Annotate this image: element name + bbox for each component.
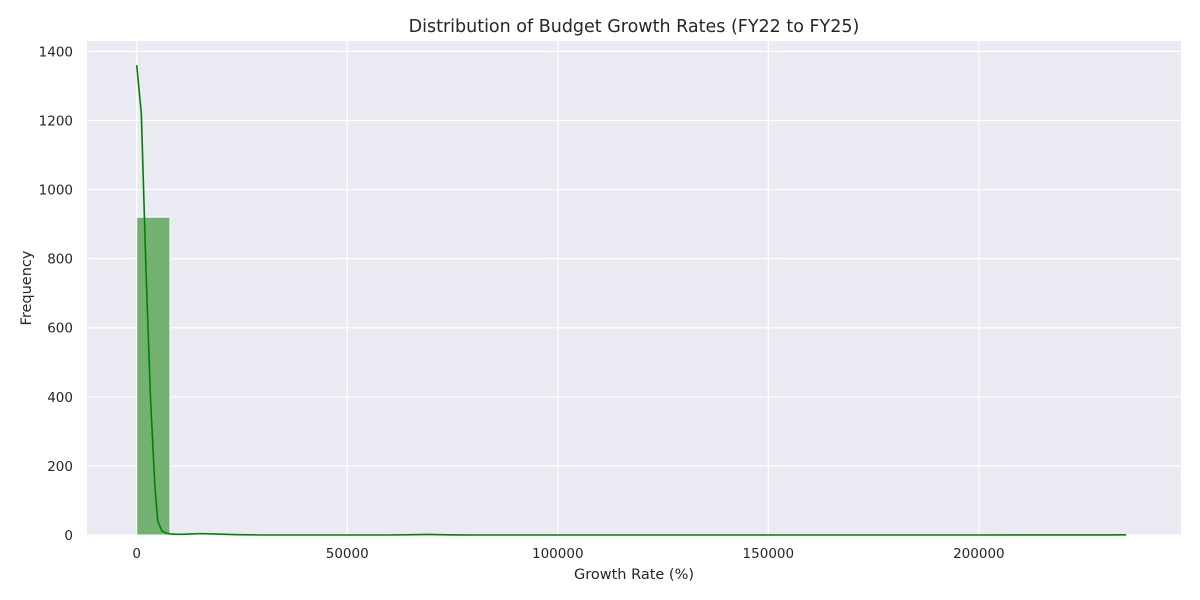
- y-tick-label-7: 1400: [39, 44, 73, 60]
- y-tick-labels: 0 200 400 600 800 1000 1200 1400: [39, 44, 73, 544]
- x-tick-label-4: 200000: [953, 546, 1005, 562]
- y-tick-label-1: 200: [47, 459, 73, 475]
- y-tick-label-0: 0: [64, 528, 73, 544]
- histogram-bar-0: [136, 216, 171, 536]
- x-tick-label-0: 0: [132, 546, 141, 562]
- x-tick-label-1: 50000: [326, 546, 369, 562]
- y-tick-label-4: 800: [47, 252, 73, 268]
- y-tick-label-2: 400: [47, 390, 73, 406]
- x-tick-labels: 0 50000 100000 150000 200000: [132, 546, 1004, 562]
- x-axis-label: Growth Rate (%): [574, 567, 694, 583]
- y-axis-label: Frequency: [19, 250, 35, 325]
- y-tick-label-6: 1200: [39, 113, 73, 129]
- plot-background: [87, 41, 1181, 535]
- x-tick-label-2: 100000: [532, 546, 584, 562]
- y-tick-label-3: 600: [47, 321, 73, 337]
- chart-title: Distribution of Budget Growth Rates (FY2…: [409, 17, 860, 37]
- y-tick-label-5: 1000: [39, 183, 73, 199]
- x-tick-label-3: 150000: [743, 546, 795, 562]
- kde-curve: [135, 65, 1127, 536]
